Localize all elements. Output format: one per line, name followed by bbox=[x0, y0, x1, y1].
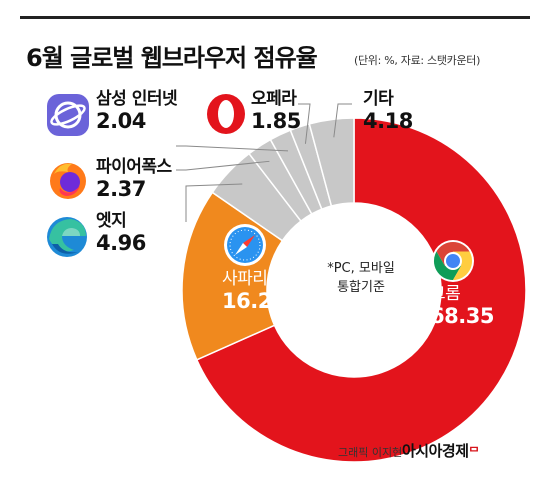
label-opera-value: 1.85 bbox=[251, 108, 301, 133]
brand-mark: ᄆ bbox=[468, 445, 480, 459]
label-other-name: 기타 bbox=[363, 89, 394, 109]
leader-edge bbox=[185, 183, 243, 222]
leader-firefox bbox=[176, 160, 270, 171]
chart-title: 6월 글로벌 웹브라우저 점유율 bbox=[26, 44, 318, 72]
leader-lines bbox=[176, 103, 352, 222]
label-edge-value: 4.96 bbox=[96, 230, 146, 255]
label-chrome-value: 68.35 bbox=[430, 303, 494, 328]
chart-subtitle: (단위: %, 자료: 스탯카운터) bbox=[354, 54, 481, 67]
label-samsung-name: 삼성 인터넷 bbox=[96, 89, 178, 109]
brand-name: 아시아경제 bbox=[402, 442, 469, 460]
graphic-credit: 그래픽 이지현 bbox=[338, 446, 403, 459]
label-safari-name: 사파리 bbox=[222, 269, 268, 289]
label-edge-name: 엣지 bbox=[96, 211, 127, 231]
label-opera-name: 오페라 bbox=[251, 89, 297, 109]
samsung-internet-icon bbox=[47, 94, 89, 136]
note-line-1: *PC, 모바일 bbox=[327, 261, 395, 276]
label-other-value: 4.18 bbox=[363, 108, 413, 133]
opera-icon bbox=[207, 94, 245, 134]
label-firefox-name: 파이어폭스 bbox=[96, 157, 172, 177]
edge-icon bbox=[47, 217, 87, 257]
safari-icon bbox=[224, 224, 266, 266]
label-safari: 사파리 16.25 bbox=[222, 269, 286, 313]
chrome-icon bbox=[432, 240, 474, 282]
donut-slices bbox=[181, 117, 527, 463]
leader-samsung bbox=[176, 145, 289, 152]
top-rule bbox=[20, 16, 530, 19]
label-safari-value: 16.25 bbox=[222, 288, 286, 313]
label-edge: 엣지 4.96 bbox=[96, 211, 146, 255]
label-firefox: 파이어폭스 2.37 bbox=[96, 157, 172, 201]
label-chrome-name: 크롬 bbox=[430, 284, 461, 304]
label-samsung: 삼성 인터넷 2.04 bbox=[96, 89, 178, 133]
firefox-icon bbox=[50, 163, 86, 199]
brand-logo: 아시아경제ᄆ bbox=[402, 440, 480, 461]
slice-other bbox=[308, 117, 355, 207]
chart-note: *PC, 모바일 통합기준 bbox=[301, 260, 421, 298]
label-chrome: 크롬 68.35 bbox=[430, 284, 494, 328]
note-line-2: 통합기준 bbox=[337, 279, 385, 295]
leader-other bbox=[333, 103, 352, 138]
leader-opera bbox=[298, 103, 311, 144]
slice-chrome bbox=[195, 117, 527, 463]
label-other: 기타 4.18 bbox=[363, 89, 413, 133]
label-opera: 오페라 1.85 bbox=[251, 89, 301, 133]
label-firefox-value: 2.37 bbox=[96, 176, 146, 201]
label-samsung-value: 2.04 bbox=[96, 108, 146, 133]
